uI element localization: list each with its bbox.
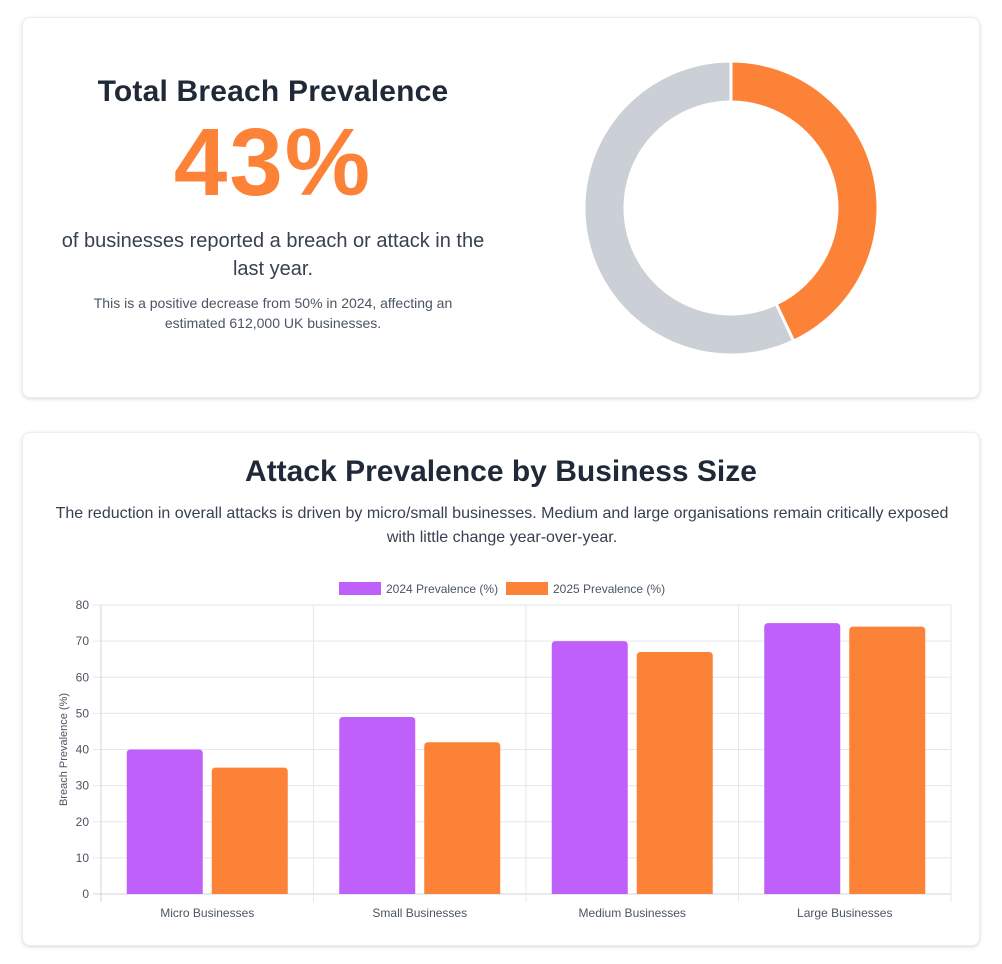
section-title: Attack Prevalence by Business Size [245, 455, 757, 488]
legend-item-2024[interactable]: 2024 Prevalence (%) [339, 582, 498, 596]
bar-2024-small-businesses[interactable] [339, 716, 416, 894]
y-tick-label: 20 [76, 815, 90, 829]
legend-swatch [339, 582, 381, 595]
x-tick-label: Small Businesses [372, 906, 467, 920]
bar-2025-large-businesses[interactable] [849, 626, 926, 894]
chart-legend: 2024 Prevalence (%) 2025 Prevalence (%) [339, 582, 665, 596]
y-tick-label: 10 [76, 851, 90, 865]
summary-title: Total Breach Prevalence [97, 75, 449, 108]
bar-2025-small-businesses[interactable] [424, 742, 501, 894]
bar-2024-medium-businesses[interactable] [551, 641, 628, 894]
summary-stat-block: Total Breach Prevalence 43% of businesse… [53, 68, 493, 333]
business-size-bar-chart: 2024 Prevalence (%) 2025 Prevalence (%) 0 1… [58, 582, 952, 920]
bar-2024-micro-businesses[interactable] [126, 749, 203, 895]
y-tick-label: 70 [76, 634, 90, 648]
y-tick-label: 50 [76, 706, 90, 720]
y-axis: 0 10 20 30 40 50 60 70 80 [76, 598, 90, 901]
y-tick-label: 40 [76, 743, 90, 757]
x-tick-label: Micro Businesses [160, 906, 254, 920]
x-tick-label: Medium Businesses [579, 906, 686, 920]
summary-description: of businesses reported a breach or attac… [61, 230, 485, 280]
breach-donut-chart [582, 59, 880, 357]
bars [126, 623, 926, 895]
donut-slice-remainder [582, 59, 796, 357]
y-axis-title: Breach Prevalence (%) [58, 693, 70, 806]
bar-2025-medium-businesses[interactable] [636, 651, 713, 894]
bar-2024-large-businesses[interactable] [764, 623, 841, 894]
donut-slice-breached [729, 59, 880, 344]
summary-value: 43% [173, 109, 373, 216]
legend-label: 2025 Prevalence (%) [553, 582, 665, 596]
bar-2025-micro-businesses[interactable] [211, 767, 288, 894]
y-tick-label: 30 [76, 779, 90, 793]
section-description: The reduction in overall attacks is driv… [55, 505, 949, 546]
x-tick-label: Large Businesses [797, 906, 892, 920]
legend-item-2025[interactable]: 2025 Prevalence (%) [506, 582, 665, 596]
y-tick-label: 80 [76, 598, 90, 612]
summary-note: This is a positive decrease from 50% in … [93, 295, 453, 331]
y-tick-label: 0 [82, 887, 89, 901]
breach-summary-card: Total Breach Prevalence 43% of businesse… [22, 17, 980, 398]
y-tick-label: 60 [76, 670, 90, 684]
legend-swatch [506, 582, 548, 595]
legend-label: 2024 Prevalence (%) [386, 582, 498, 596]
business-size-card: Attack Prevalence by Business Size The r… [22, 432, 980, 946]
